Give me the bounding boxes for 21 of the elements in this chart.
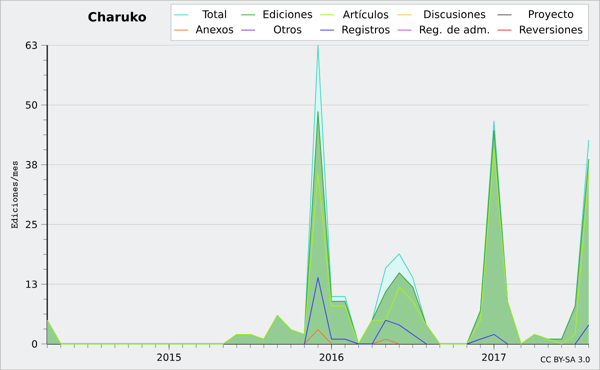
x-tick-label: 2015: [157, 353, 181, 361]
y-tick-label: 63: [26, 41, 37, 49]
y-tick-label: 0: [32, 340, 38, 348]
legend-label: Reg. de adm.: [420, 25, 489, 36]
legend-label: Total: [202, 10, 226, 18]
y-axis-title: Ediciones/mes: [10, 161, 18, 228]
x-tick-label: 2016: [320, 353, 344, 361]
legend-label: Artículos: [342, 10, 388, 18]
y-tick-label: 50: [26, 101, 38, 109]
legend-label: Discusiones: [424, 10, 486, 18]
y-tick-label: 13: [26, 280, 37, 288]
chart-title: Charuko: [88, 12, 146, 22]
legend-label: Anexos: [196, 25, 234, 34]
y-tick-label: 25: [26, 220, 37, 228]
legend-label: Proyecto: [529, 10, 574, 20]
legend-label: Reversiones: [520, 25, 582, 34]
y-tick-label: 38: [26, 160, 38, 168]
x-tick-label: 2017: [482, 353, 506, 361]
legend-label: Ediciones: [264, 10, 312, 18]
legend-label: Registros: [342, 25, 390, 36]
legend-label: Otros: [274, 25, 302, 34]
